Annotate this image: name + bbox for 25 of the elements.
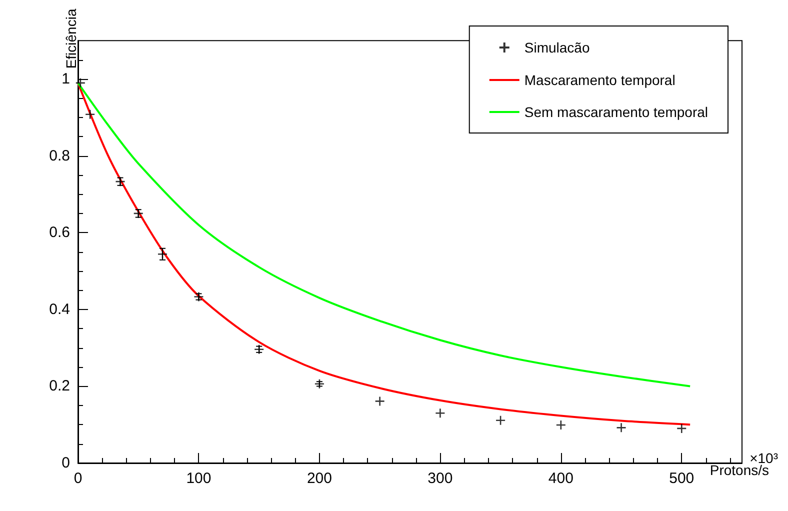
point (556, 420, 566, 430)
legend-label: Simulacão (524, 40, 590, 56)
x-tick-label: 300 (428, 470, 453, 487)
y-tick-label: 0 (62, 454, 70, 472)
y-tick-label: 0.4 (49, 300, 70, 318)
point (75, 78, 86, 88)
y-tick-label: 0.8 (49, 147, 70, 164)
y-tick-label: 1 (62, 70, 70, 88)
x-tick-label: 100 (186, 470, 212, 487)
point (616, 422, 626, 433)
legend-label: Sem mascaramento temporal (524, 104, 708, 120)
y-axis-title: Eficiência (63, 8, 79, 69)
point (84, 109, 96, 120)
point (374, 396, 385, 406)
y-tick-label: 0.2 (49, 378, 70, 395)
legend-label: Mascaramento temporal (524, 72, 676, 88)
y-tick-label: 0.6 (49, 224, 70, 242)
x-tick-label: 0 (74, 470, 82, 487)
point (435, 408, 446, 418)
x-tick-label: 200 (306, 470, 332, 487)
point (314, 378, 325, 390)
x-tick-label: 400 (548, 470, 574, 487)
point (676, 423, 687, 434)
point (495, 415, 506, 426)
x-tick-label: 500 (669, 470, 694, 487)
